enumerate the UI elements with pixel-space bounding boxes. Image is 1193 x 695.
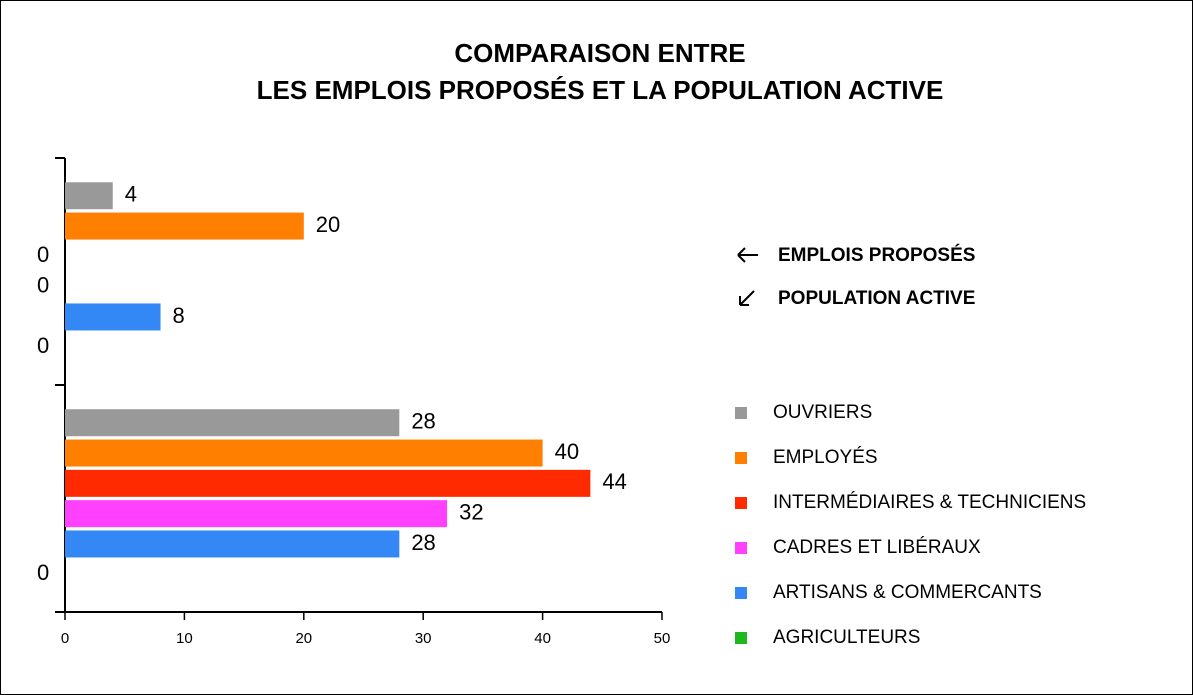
legend-label: ARTISANS & COMMERCANTS <box>773 582 1042 603</box>
x-tick-label: 10 <box>176 630 193 647</box>
legend-label: CADRES ET LIBÉRAUX <box>773 537 981 558</box>
data-label: 28 <box>411 530 435 555</box>
data-label: 40 <box>555 439 579 464</box>
legend-label: INTERMÉDIAIRES & TECHNICIENS <box>773 492 1086 513</box>
bar <box>65 469 591 497</box>
x-tick-label: 50 <box>654 630 671 647</box>
bar <box>65 303 161 331</box>
bar <box>65 530 400 558</box>
data-label: 0 <box>37 272 49 297</box>
x-tick-label: 0 <box>61 630 69 647</box>
legend-label: OUVRIERS <box>773 402 872 423</box>
bar <box>65 439 543 467</box>
data-label: 44 <box>602 469 626 494</box>
data-label: 0 <box>37 560 49 585</box>
legend-swatch <box>735 452 747 464</box>
chart-title: LES EMPLOIS PROPOSÉS ET LA POPULATION AC… <box>257 75 944 105</box>
legend-swatch <box>735 632 747 644</box>
legend-label: EMPLOYÉS <box>773 447 878 468</box>
bar <box>65 409 400 437</box>
chart-title: COMPARAISON ENTRE <box>454 38 745 68</box>
data-label: 8 <box>173 303 185 328</box>
annotation: POPULATION ACTIVE <box>778 288 975 309</box>
x-tick-label: 40 <box>534 630 551 647</box>
data-label: 0 <box>37 242 49 267</box>
bar <box>65 212 304 240</box>
arrow-icons <box>737 247 758 306</box>
data-label: 4 <box>125 182 137 207</box>
data-label: 0 <box>37 333 49 358</box>
legend-swatch <box>735 497 747 509</box>
legend-swatch <box>735 407 747 419</box>
annotation: EMPLOIS PROPOSÉS <box>778 244 975 266</box>
data-label: 32 <box>459 499 483 524</box>
data-label: 28 <box>411 409 435 434</box>
bar <box>65 500 448 528</box>
x-tick-label: 30 <box>415 630 432 647</box>
legend-swatch <box>735 587 747 599</box>
legend-label: AGRICULTEURS <box>773 627 920 648</box>
data-label: 20 <box>316 212 340 237</box>
category-ticks <box>55 157 65 613</box>
bar <box>65 182 113 210</box>
x-tick-label: 20 <box>295 630 312 647</box>
legend-swatch <box>735 542 747 554</box>
